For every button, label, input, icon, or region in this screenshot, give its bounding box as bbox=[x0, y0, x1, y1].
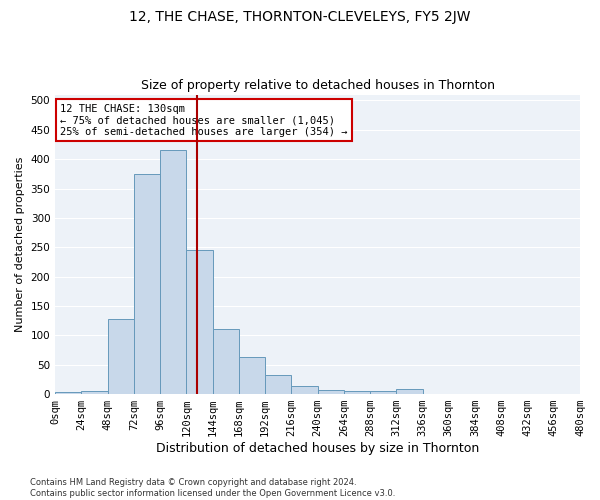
Bar bbox=[187, 250, 212, 394]
Bar bbox=[397, 390, 422, 394]
Bar bbox=[107, 319, 134, 394]
Bar bbox=[317, 390, 344, 394]
Text: 12 THE CHASE: 130sqm
← 75% of detached houses are smaller (1,045)
25% of semi-de: 12 THE CHASE: 130sqm ← 75% of detached h… bbox=[61, 104, 348, 136]
Bar bbox=[55, 392, 82, 394]
Y-axis label: Number of detached properties: Number of detached properties bbox=[15, 156, 25, 332]
X-axis label: Distribution of detached houses by size in Thornton: Distribution of detached houses by size … bbox=[156, 442, 479, 455]
Bar bbox=[134, 174, 160, 394]
Bar bbox=[344, 391, 370, 394]
Bar bbox=[160, 150, 187, 394]
Bar bbox=[82, 391, 107, 394]
Text: 12, THE CHASE, THORNTON-CLEVELEYS, FY5 2JW: 12, THE CHASE, THORNTON-CLEVELEYS, FY5 2… bbox=[129, 10, 471, 24]
Bar bbox=[239, 357, 265, 394]
Bar bbox=[370, 391, 397, 394]
Bar bbox=[212, 330, 239, 394]
Bar bbox=[292, 386, 317, 394]
Title: Size of property relative to detached houses in Thornton: Size of property relative to detached ho… bbox=[140, 79, 494, 92]
Text: Contains HM Land Registry data © Crown copyright and database right 2024.
Contai: Contains HM Land Registry data © Crown c… bbox=[30, 478, 395, 498]
Bar bbox=[265, 376, 292, 394]
